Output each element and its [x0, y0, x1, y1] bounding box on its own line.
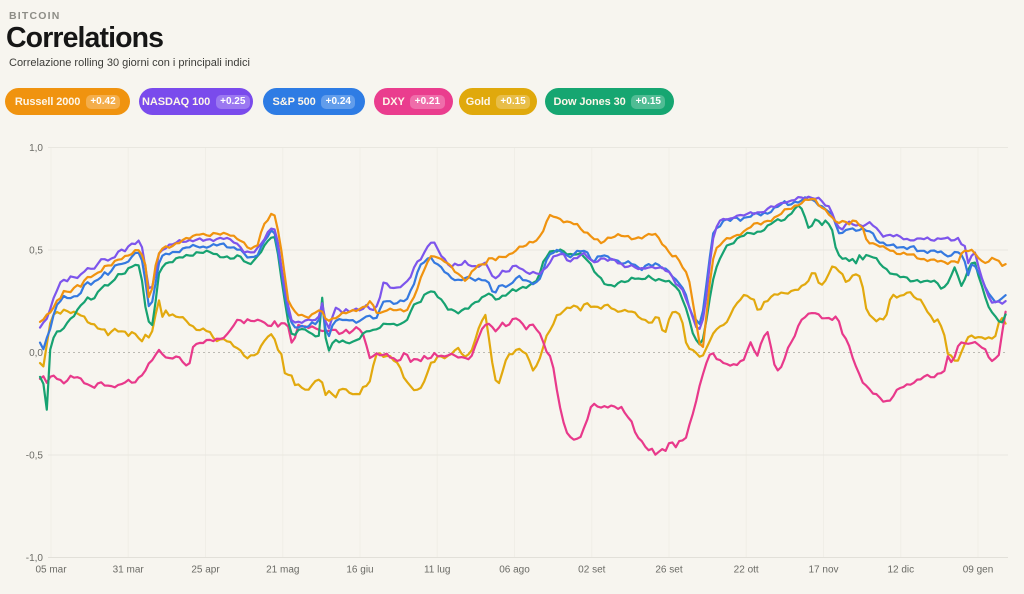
svg-text:-1,0: -1,0 — [26, 553, 44, 564]
svg-text:25 apr: 25 apr — [191, 565, 220, 576]
svg-text:21 mag: 21 mag — [266, 565, 299, 576]
svg-text:12 dic: 12 dic — [887, 565, 914, 576]
svg-text:05 mar: 05 mar — [35, 565, 67, 576]
svg-text:06 ago: 06 ago — [499, 565, 530, 576]
svg-text:31 mar: 31 mar — [113, 565, 145, 576]
svg-text:11 lug: 11 lug — [424, 565, 451, 576]
svg-text:0,5: 0,5 — [29, 246, 43, 257]
svg-text:16 giu: 16 giu — [346, 565, 373, 576]
svg-text:0,0: 0,0 — [29, 348, 43, 359]
svg-text:26 set: 26 set — [655, 565, 682, 576]
svg-text:09 gen: 09 gen — [963, 565, 994, 576]
svg-text:1,0: 1,0 — [29, 143, 43, 154]
svg-text:-0,5: -0,5 — [26, 451, 44, 462]
svg-text:02 set: 02 set — [578, 565, 605, 576]
svg-text:17 nov: 17 nov — [808, 565, 838, 576]
svg-text:22 ott: 22 ott — [734, 565, 759, 576]
